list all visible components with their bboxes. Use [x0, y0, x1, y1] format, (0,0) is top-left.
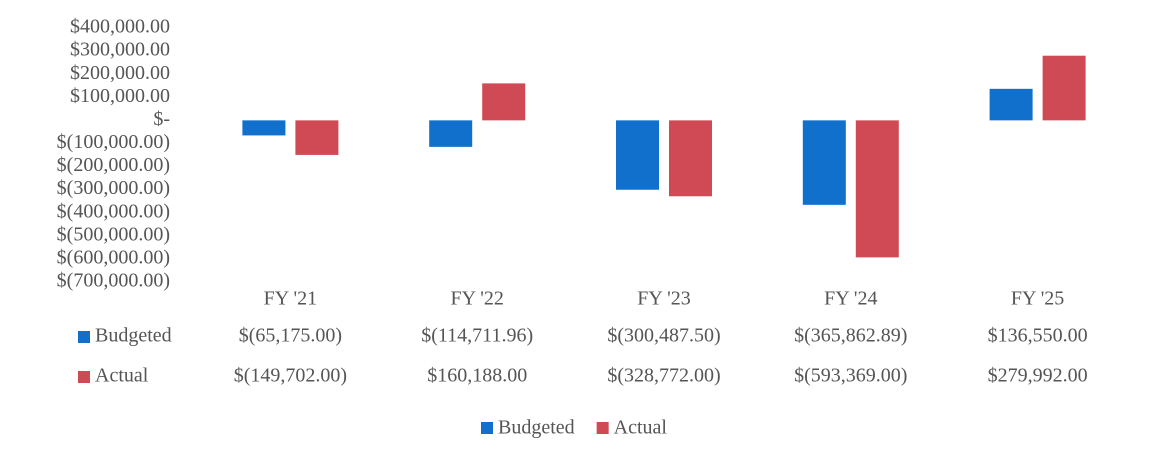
table-value: $136,550.00 — [988, 325, 1088, 347]
table-value: $(65,175.00) — [239, 325, 342, 347]
y-tick-label: $(300,000.00) — [57, 177, 170, 199]
y-tick-label: $300,000.00 — [70, 39, 170, 61]
y-tick-label: $200,000.00 — [70, 62, 170, 84]
y-tick-label: $(100,000.00) — [57, 131, 170, 153]
table-value: $(114,711.96) — [421, 325, 533, 347]
bar — [1042, 55, 1086, 121]
legend-label: Actual — [614, 417, 668, 439]
y-tick-label: $- — [153, 108, 170, 130]
y-tick-label: $(700,000.00) — [57, 270, 170, 292]
table-value: $160,188.00 — [427, 365, 527, 387]
bar — [482, 83, 526, 121]
y-tick-label: $400,000.00 — [70, 16, 170, 38]
x-tick-label: FY '21 — [264, 288, 317, 310]
legend-key — [481, 422, 493, 434]
y-tick-label: $(500,000.00) — [57, 223, 170, 245]
bar — [855, 120, 899, 258]
table-value: $(593,369.00) — [794, 365, 907, 387]
table-value: $279,992.00 — [988, 365, 1088, 387]
table-value: $(365,862.89) — [794, 325, 907, 347]
x-tick-label: FY '24 — [824, 288, 877, 310]
x-tick-label: FY '25 — [1011, 288, 1064, 310]
table-legend-key — [78, 371, 90, 383]
bar — [802, 120, 846, 205]
table-value: $(328,772.00) — [607, 365, 720, 387]
table-series-name: Actual — [95, 365, 149, 387]
table-value: $(300,487.50) — [607, 325, 720, 347]
table-series-name: Budgeted — [95, 325, 172, 347]
y-tick-label: $(600,000.00) — [57, 247, 170, 269]
bar — [989, 88, 1033, 121]
x-tick-label: FY '23 — [637, 288, 690, 310]
y-tick-label: $(400,000.00) — [57, 200, 170, 222]
x-tick-label: FY '22 — [450, 288, 503, 310]
bar — [295, 120, 339, 155]
table-value: $(149,702.00) — [234, 365, 347, 387]
legend-label: Budgeted — [498, 417, 575, 439]
bar — [616, 120, 659, 190]
y-tick-label: $(200,000.00) — [57, 154, 170, 176]
y-tick-label: $100,000.00 — [70, 85, 170, 107]
legend-key — [596, 422, 609, 434]
bar — [429, 120, 473, 147]
bar — [242, 120, 286, 136]
table-legend-key — [78, 331, 90, 343]
bar — [669, 120, 712, 197]
